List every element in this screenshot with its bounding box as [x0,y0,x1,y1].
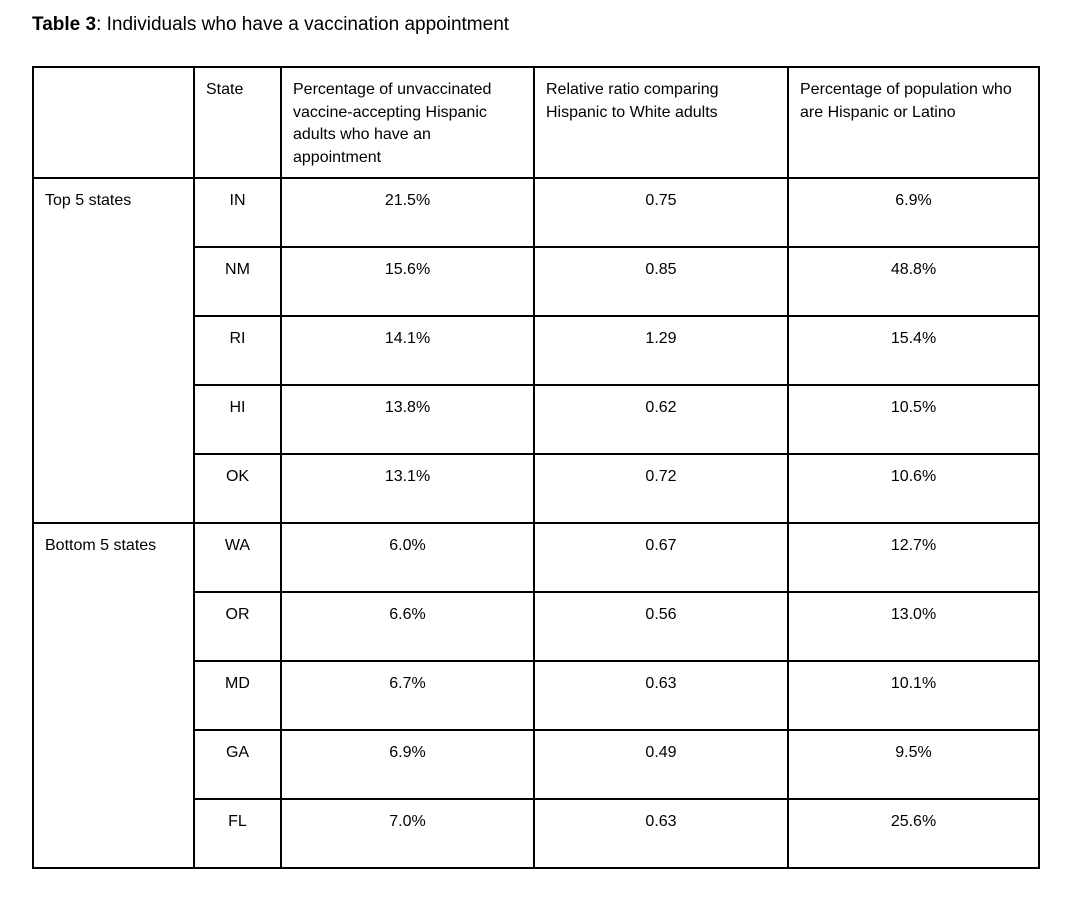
cell-state: GA [193,729,282,800]
cell-pct-appointment: 13.1% [280,453,535,524]
cell-pct-hispanic-population: 12.7% [787,522,1040,593]
cell-pct-appointment: 7.0% [280,798,535,869]
cell-pct-appointment: 6.7% [280,660,535,731]
cell-state: MD [193,660,282,731]
cell-relative-ratio: 0.63 [533,660,789,731]
table-row: OR 6.6% 0.56 13.0% [33,591,1040,662]
cell-pct-hispanic-population: 10.6% [787,453,1040,524]
cell-pct-appointment: 13.8% [280,384,535,455]
cell-pct-appointment: 21.5% [280,177,535,248]
cell-relative-ratio: 0.67 [533,522,789,593]
cell-pct-hispanic-population: 15.4% [787,315,1040,386]
cell-pct-appointment: 6.6% [280,591,535,662]
cell-relative-ratio: 0.63 [533,798,789,869]
cell-state: HI [193,384,282,455]
cell-state: RI [193,315,282,386]
cell-pct-appointment: 6.0% [280,522,535,593]
column-header-pct-hispanic-population: Percentage of population who are Hispani… [787,66,1040,179]
group-label-bottom5: Bottom 5 states [32,522,195,869]
table-row: Bottom 5 states WA 6.0% 0.67 12.7% [32,522,1040,869]
table-row: Top 5 states IN 21.5% 0.75 6.9% [32,177,1040,524]
table-row: FL 7.0% 0.63 25.6% [33,798,1040,869]
column-header-group [32,66,195,179]
cell-state: IN [193,177,282,248]
cell-pct-hispanic-population: 9.5% [787,729,1040,800]
column-header-relative-ratio: Relative ratio comparing Hispanic to Whi… [533,66,789,179]
column-header-state: State [193,66,282,179]
cell-pct-hispanic-population: 10.5% [787,384,1040,455]
cell-pct-hispanic-population: 13.0% [787,591,1040,662]
cell-relative-ratio: 1.29 [533,315,789,386]
vaccination-appointment-table: State Percentage of unvaccinated vaccine… [32,66,1040,869]
table-row: RI 14.1% 1.29 15.4% [33,315,1040,386]
table-row: MD 6.7% 0.63 10.1% [33,660,1040,731]
table-caption: Table 3: Individuals who have a vaccinat… [32,13,509,37]
cell-pct-hispanic-population: 6.9% [787,177,1040,248]
cell-state: OR [193,591,282,662]
cell-relative-ratio: 0.49 [533,729,789,800]
cell-state: NM [193,246,282,317]
table-caption-text: : Individuals who have a vaccination app… [96,14,510,35]
cell-pct-appointment: 15.6% [280,246,535,317]
cell-relative-ratio: 0.62 [533,384,789,455]
cell-pct-hispanic-population: 10.1% [787,660,1040,731]
table-header-row: State Percentage of unvaccinated vaccine… [32,66,1040,179]
table-row: GA 6.9% 0.49 9.5% [33,729,1040,800]
table-row: NM 15.6% 0.85 48.8% [33,246,1040,317]
cell-relative-ratio: 0.72 [533,453,789,524]
cell-pct-appointment: 6.9% [280,729,535,800]
cell-state: FL [193,798,282,869]
cell-relative-ratio: 0.85 [533,246,789,317]
table-row: OK 13.1% 0.72 10.6% [33,453,1040,524]
group-label-top5: Top 5 states [32,177,195,524]
cell-relative-ratio: 0.75 [533,177,789,248]
table-caption-number: Table 3 [32,14,97,35]
cell-pct-hispanic-population: 25.6% [787,798,1040,869]
cell-state: WA [193,522,282,593]
cell-pct-appointment: 14.1% [280,315,535,386]
cell-pct-hispanic-population: 48.8% [787,246,1040,317]
cell-state: OK [193,453,282,524]
table-row: HI 13.8% 0.62 10.5% [33,384,1040,455]
cell-relative-ratio: 0.56 [533,591,789,662]
column-header-pct-appointment: Percentage of unvaccinated vaccine-accep… [280,66,535,179]
